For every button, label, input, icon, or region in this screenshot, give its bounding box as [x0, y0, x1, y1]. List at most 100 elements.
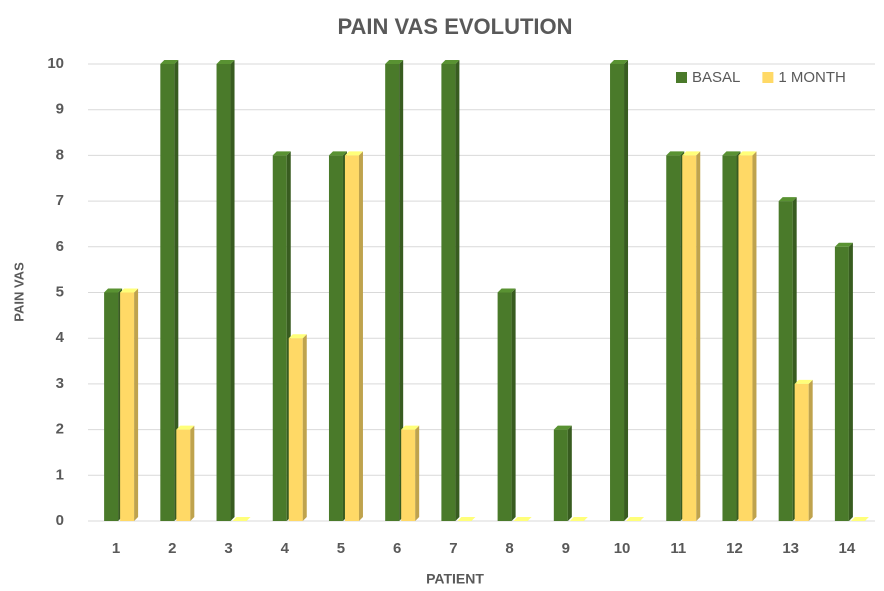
bar-front: [497, 292, 512, 521]
bar: [457, 517, 476, 521]
bar-top: [569, 517, 588, 521]
bar-top: [513, 517, 532, 521]
bar-side: [415, 425, 420, 521]
bar-side: [808, 379, 813, 521]
bar-top: [722, 151, 741, 156]
bar: [288, 334, 307, 521]
x-axis-label: PATIENT: [426, 571, 484, 587]
bar: [553, 425, 572, 521]
bar-top: [778, 197, 797, 202]
bar-top: [666, 151, 685, 156]
legend-swatch: [762, 72, 774, 83]
bar-side: [134, 288, 139, 521]
y-tick-label: 8: [56, 146, 64, 163]
bar: [272, 151, 291, 521]
bar-top: [497, 288, 516, 293]
bar: [834, 242, 853, 522]
bar-front: [272, 155, 287, 521]
bar-front: [794, 383, 809, 521]
bar: [569, 517, 588, 521]
y-tick-label: 9: [56, 101, 64, 118]
bar-top: [401, 425, 420, 430]
legend-label: BASAL: [692, 69, 740, 86]
chart-title: PAIN VAS EVOLUTION: [337, 14, 572, 39]
bar: [176, 425, 195, 521]
bar-top: [272, 151, 291, 156]
bar-side: [752, 151, 757, 521]
y-tick-label: 10: [47, 55, 64, 72]
x-tick-label: 13: [782, 540, 799, 557]
bar-front: [778, 201, 793, 521]
x-tick-label: 6: [393, 540, 401, 557]
bar-top: [610, 60, 629, 64]
bar: [682, 151, 701, 521]
bar-front: [120, 292, 135, 521]
y-tick-label: 6: [56, 238, 64, 255]
bar-side: [399, 60, 404, 521]
bar: [497, 288, 516, 521]
y-tick-label: 5: [56, 283, 64, 300]
bar-top: [288, 334, 307, 339]
bar-top: [216, 60, 235, 64]
bar-top: [626, 517, 645, 521]
bar-top: [104, 288, 123, 293]
y-axis-label: PAIN VAS: [11, 262, 26, 322]
legend-swatch: [676, 72, 687, 83]
bar-front: [722, 155, 737, 521]
bar-side: [302, 334, 307, 521]
bar-top: [120, 288, 139, 293]
x-tick-label: 14: [839, 540, 856, 557]
bar-side: [190, 425, 195, 521]
bar-front: [344, 155, 359, 521]
bar: [344, 151, 363, 521]
bar-front: [160, 64, 175, 521]
y-tick-label: 1: [56, 466, 64, 483]
bar-top: [738, 151, 757, 156]
bar-front: [834, 246, 849, 522]
bar-top: [328, 151, 347, 156]
bar-side: [358, 151, 363, 521]
y-tick-label: 7: [56, 192, 64, 209]
bar-top: [682, 151, 701, 156]
bar: [666, 151, 685, 521]
bar-front: [288, 338, 303, 521]
bar-front: [682, 155, 697, 521]
bar-top: [794, 379, 813, 384]
x-tick-label: 3: [224, 540, 232, 557]
bar-front: [666, 155, 681, 521]
bar-front: [401, 429, 416, 521]
bar-side: [455, 60, 460, 521]
x-tick-label: 5: [337, 540, 345, 557]
bar-side: [696, 151, 701, 521]
x-tick-label: 11: [670, 540, 686, 557]
bar-side: [848, 242, 853, 522]
bar-top: [553, 425, 572, 430]
x-tick-label: 8: [505, 540, 513, 557]
bar-front: [385, 64, 400, 521]
bar-side: [174, 60, 179, 521]
bar-front: [610, 64, 625, 521]
bar-top: [344, 151, 363, 156]
bar-front: [176, 429, 191, 521]
y-tick-label: 3: [56, 375, 64, 392]
y-tick-label: 0: [56, 512, 64, 529]
bar: [722, 151, 741, 521]
bar: [610, 60, 629, 521]
bar: [216, 60, 235, 521]
bar: [794, 379, 813, 521]
bar: [738, 151, 757, 521]
x-tick-label: 4: [281, 540, 290, 557]
bar-top: [441, 60, 460, 64]
legend-label: 1 MONTH: [778, 69, 846, 86]
bar-front: [328, 155, 343, 521]
y-tick-label: 4: [56, 329, 65, 346]
bar-front: [553, 429, 568, 521]
bar: [778, 197, 797, 521]
bar-front: [738, 155, 753, 521]
bar-top: [160, 60, 179, 64]
bar-front: [104, 292, 119, 521]
bar: [441, 60, 460, 521]
y-tick-label: 2: [56, 421, 64, 438]
bar: [232, 517, 251, 521]
